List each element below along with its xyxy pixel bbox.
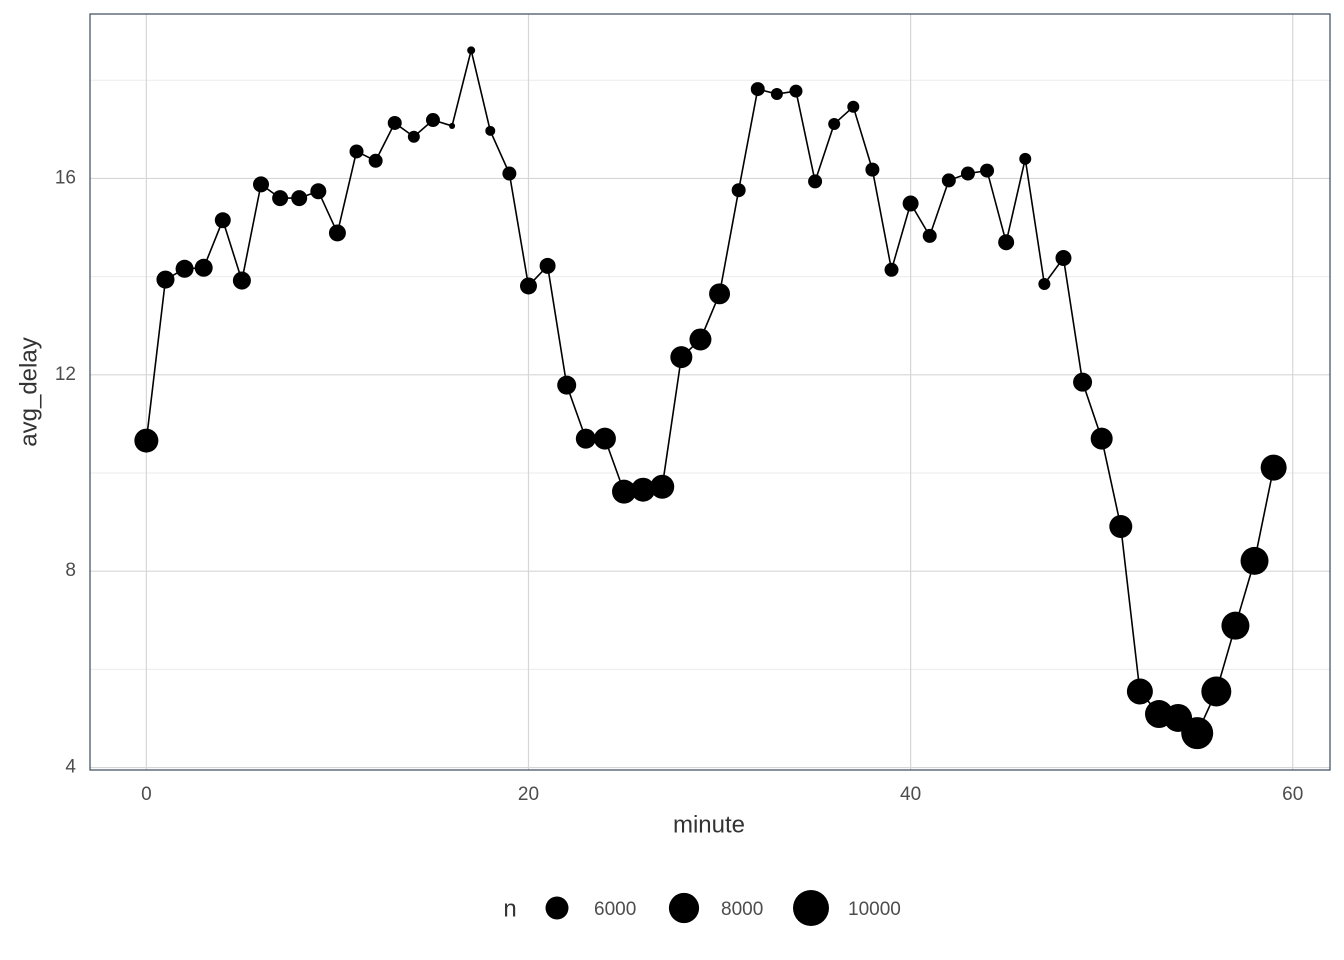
point [1240,546,1269,575]
point [272,190,289,207]
x-tick-label: 60 [1282,784,1303,805]
point [922,228,937,243]
point [847,100,860,113]
x-axis-title: minute [673,811,745,838]
point [998,234,1015,251]
point [1038,278,1051,290]
point [387,115,402,130]
point [1090,427,1113,450]
point [808,174,823,189]
point [575,428,596,449]
point [520,277,537,295]
point [731,183,746,198]
point [539,257,556,274]
point [232,271,251,290]
legend-key [545,896,569,920]
point [750,82,765,97]
legend-label: 6000 [594,899,636,920]
point [134,428,159,453]
point [960,166,975,181]
legend-label: 10000 [848,899,901,920]
point [291,190,308,207]
y-axis-title: avg_delay [15,337,42,446]
point [310,183,327,200]
point [593,427,616,450]
point [1221,611,1250,640]
point [789,84,803,98]
x-tick-label: 40 [900,784,921,805]
point [670,346,693,369]
legend-label: 8000 [721,899,763,920]
point [467,46,476,55]
y-tick-label: 12 [55,364,76,385]
point [557,375,577,395]
point [941,173,956,188]
point [770,88,783,101]
point [884,262,899,277]
point [502,166,517,181]
x-tick-label: 20 [518,784,539,805]
point [368,153,383,168]
point [865,162,880,177]
point [709,283,731,305]
y-tick-label: 8 [65,560,76,581]
legend-title: n [503,895,516,922]
legend-key [668,892,700,924]
x-tick-label: 0 [141,784,152,805]
point [828,117,841,130]
legend-key [793,890,829,926]
point [485,125,496,136]
point [449,122,456,129]
point [407,130,420,143]
point [1201,676,1232,707]
point [650,474,675,499]
point [631,477,656,502]
point [1109,515,1133,538]
y-tick-label: 16 [55,167,76,188]
point [425,113,440,128]
point [689,328,712,351]
point [980,163,995,178]
point [156,270,175,289]
point [902,195,919,212]
y-tick-label: 4 [65,757,76,778]
point [214,212,231,229]
point [1019,152,1032,165]
point [1055,249,1072,266]
point [194,258,213,277]
point [1260,454,1287,481]
point [1126,678,1153,705]
panel-border [89,13,1331,771]
point [612,479,637,504]
point [328,224,346,242]
point [175,259,194,278]
point [349,144,364,159]
point [1073,372,1093,392]
point [1181,717,1214,750]
point [253,176,269,193]
